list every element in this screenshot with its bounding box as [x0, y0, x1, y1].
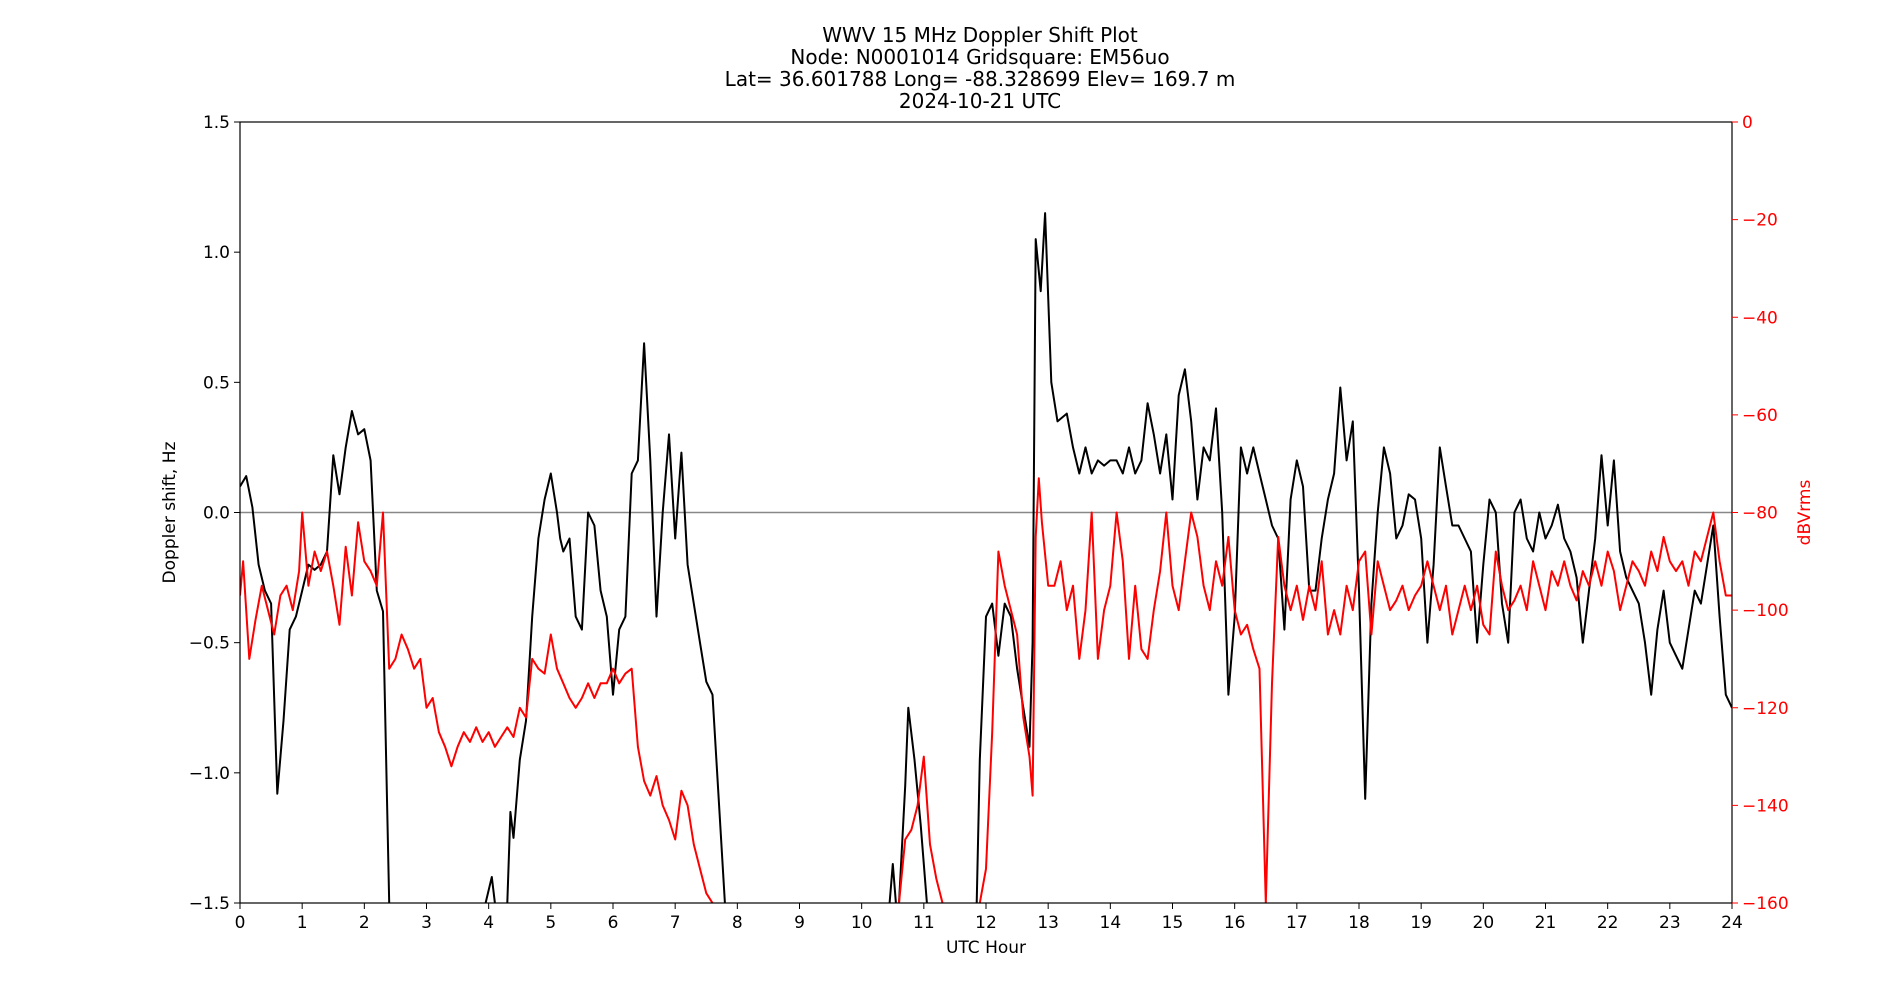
x-tick-label: 16: [1224, 913, 1246, 933]
y-tick-label: −1.5: [189, 894, 230, 914]
y-tick-label: 1.0: [203, 243, 230, 263]
x-tick-label: 11: [913, 913, 935, 933]
x-tick-label: 22: [1597, 913, 1619, 933]
x-tick-label: 18: [1348, 913, 1370, 933]
series-group: [240, 212, 1732, 903]
y-tick-label: 1.5: [203, 113, 230, 133]
y-axis-label: Doppler shift, Hz: [160, 441, 180, 583]
y2-tick-label: −60: [1742, 406, 1778, 426]
chart-title: WWV 15 MHz Doppler Shift Plot Node: N000…: [725, 23, 1236, 113]
x-tick-label: 8: [732, 913, 743, 933]
y-tick-label: −0.5: [189, 634, 230, 654]
x-tick-label: 3: [421, 913, 432, 933]
y2-tick-label: −80: [1742, 504, 1778, 524]
y2-tick-label: −160: [1742, 894, 1789, 914]
y2-tick-label: −40: [1742, 308, 1778, 328]
x-tick-label: 1: [297, 913, 308, 933]
x-tick-label: 9: [794, 913, 805, 933]
x-tick-label: 23: [1659, 913, 1681, 933]
x-tick-label: 12: [975, 913, 997, 933]
y2-tick-label: −120: [1742, 699, 1789, 719]
x-tick-label: 7: [670, 913, 681, 933]
x-tick-label: 2: [359, 913, 370, 933]
y-tick-label: −1.0: [189, 764, 230, 784]
x-tick-label: 5: [545, 913, 556, 933]
y-tick-label: 0.5: [203, 373, 230, 393]
doppler-shift-line: [240, 212, 1732, 903]
x-tick-label: 14: [1100, 913, 1122, 933]
x-tick-label: 6: [608, 913, 619, 933]
x-tick-label: 0: [235, 913, 246, 933]
title-line-3: Lat= 36.601788 Long= -88.328699 Elev= 16…: [725, 67, 1236, 91]
y2-axis-label: dBVrms: [1795, 480, 1815, 546]
title-line-1: WWV 15 MHz Doppler Shift Plot: [822, 23, 1138, 47]
y2-tick-label: −20: [1742, 211, 1778, 231]
y-axis-left: −1.5 −1.0 −0.5 0.0 0.5 1.0 1.5: [189, 113, 240, 914]
title-line-2: Node: N0001014 Gridsquare: EM56uo: [790, 45, 1169, 69]
x-tick-label: 4: [483, 913, 494, 933]
x-tick-label: 19: [1410, 913, 1432, 933]
y-tick-label: 0.0: [203, 504, 230, 524]
y2-tick-label: 0: [1742, 113, 1753, 133]
title-line-4: 2024-10-21 UTC: [899, 89, 1061, 113]
x-axis-label: UTC Hour: [946, 938, 1026, 958]
y2-tick-label: −100: [1742, 601, 1789, 621]
x-tick-label: 15: [1162, 913, 1184, 933]
y-axis-right: −160 −140 −120 −100 −80 −60 −40 −20 0: [1732, 113, 1789, 914]
x-tick-label: 13: [1037, 913, 1059, 933]
x-tick-label: 10: [851, 913, 873, 933]
x-tick-label: 20: [1473, 913, 1495, 933]
x-axis: 0 1 2 3 4 5 6 7 8 9 10 11 12 13 14 15 16 17 18 19 20 21 22 23 24: [235, 903, 1743, 933]
x-tick-label: 17: [1286, 913, 1308, 933]
x-tick-label: 21: [1535, 913, 1557, 933]
y2-tick-label: −140: [1742, 796, 1789, 816]
x-tick-label: 24: [1721, 913, 1743, 933]
signal-level-line: [240, 477, 1732, 903]
